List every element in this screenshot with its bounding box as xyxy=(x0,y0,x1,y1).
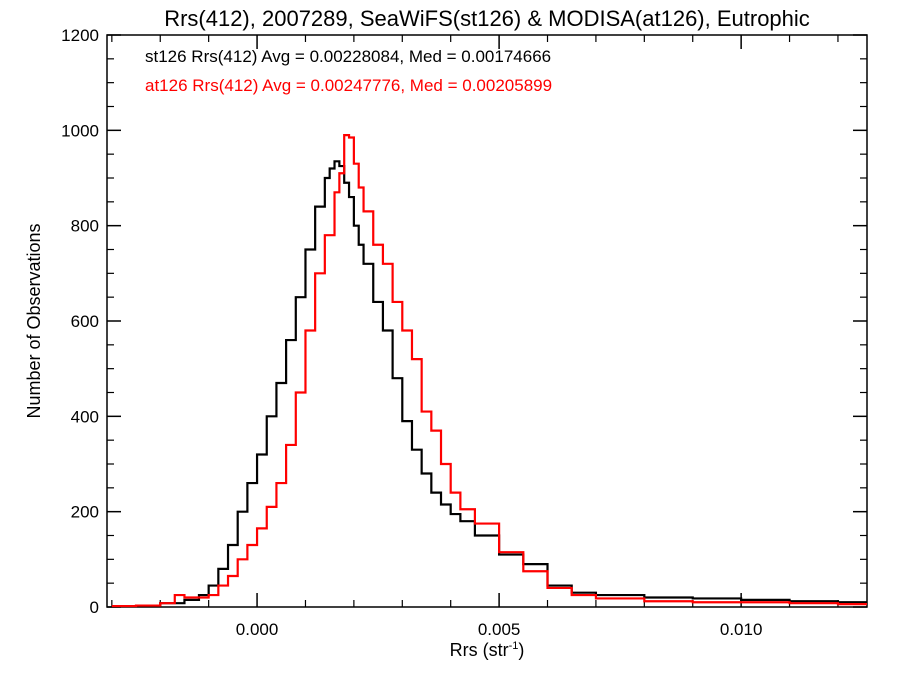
y-axis-tick-labels: 0 200 400 600 800 1000 1200 xyxy=(61,26,99,617)
y-tick-label: 600 xyxy=(71,312,99,331)
y-tick-label: 200 xyxy=(71,503,99,522)
x-axis-label-main: Rrs (str xyxy=(450,640,509,660)
series-group xyxy=(111,134,867,608)
y-tick-label: 0 xyxy=(90,598,99,617)
series-line-at126 xyxy=(111,134,867,608)
x-axis-label: Rrs (str-1) xyxy=(450,640,525,660)
y-tick-label: 1200 xyxy=(61,26,99,45)
plot-frame xyxy=(106,34,868,608)
y-tick-label: 400 xyxy=(71,407,99,426)
y-axis-label: Number of Observations xyxy=(24,223,44,418)
x-tick-label: 0.000 xyxy=(236,620,279,639)
x-axis-label-close: ) xyxy=(518,640,524,660)
x-axis-tick-labels: 0.000 0.005 0.010 xyxy=(236,620,763,639)
chart-title: Rrs(412), 2007289, SeaWiFS(st126) & MODI… xyxy=(164,6,810,31)
series-line-st126 xyxy=(111,160,867,608)
legend: st126 Rrs(412) Avg = 0.00228084, Med = 0… xyxy=(145,47,552,95)
legend-entry-at126: at126 Rrs(412) Avg = 0.00247776, Med = 0… xyxy=(145,76,552,95)
y-tick-label: 1000 xyxy=(61,121,99,140)
legend-entry-st126: st126 Rrs(412) Avg = 0.00228084, Med = 0… xyxy=(145,47,551,66)
x-axis-label-superscript: -1 xyxy=(509,640,519,652)
x-tick-label: 0.010 xyxy=(720,620,763,639)
y-tick-label: 800 xyxy=(71,217,99,236)
y-axis-ticks xyxy=(107,34,867,608)
x-tick-label: 0.005 xyxy=(478,620,521,639)
